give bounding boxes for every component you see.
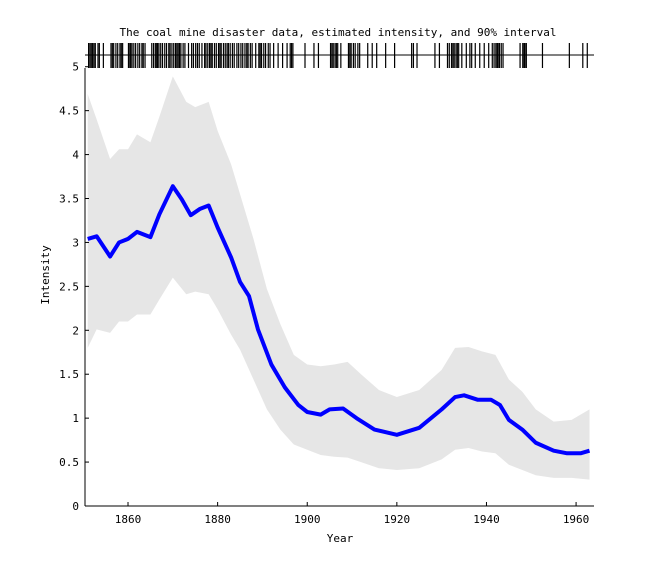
y-tick-label: 3 — [72, 236, 79, 249]
interval-band — [87, 76, 590, 480]
intensity-line — [87, 184, 591, 456]
y-tick-label: 4 — [72, 149, 79, 162]
y-tick-label: 5 — [72, 61, 79, 74]
y-tick-label: 0 — [72, 500, 79, 513]
x-tick-label: 1880 — [204, 513, 231, 526]
y-tick-label: 4.5 — [59, 105, 79, 118]
y-tick-label: 0.5 — [59, 456, 79, 469]
intensity-line-group — [87, 184, 591, 456]
y-tick-label: 1.5 — [59, 368, 79, 381]
axes-group — [84, 68, 594, 507]
x-tick-label: 1860 — [115, 513, 142, 526]
x-axis-label: Year — [327, 532, 354, 545]
ticks-group: 1860 1880 1900 1920 1940 1960 0 0.5 1 1.5 2 2.5 3 3.5… — [59, 61, 589, 526]
y-axis-label: Intensity — [39, 245, 52, 305]
event-rug-group — [85, 43, 594, 68]
interval-band-group — [87, 76, 590, 480]
y-tick-label: 1 — [72, 412, 79, 425]
y-tick-label: 3.5 — [59, 193, 79, 206]
x-tick-label: 1900 — [294, 513, 321, 526]
x-tick-label: 1960 — [563, 513, 590, 526]
y-tick-label: 2.5 — [59, 280, 79, 293]
x-tick-label: 1940 — [473, 513, 500, 526]
chart-title: The coal mine disaster data, estimated i… — [119, 26, 556, 39]
x-tick-label: 1920 — [384, 513, 411, 526]
y-tick-label: 2 — [72, 324, 79, 337]
